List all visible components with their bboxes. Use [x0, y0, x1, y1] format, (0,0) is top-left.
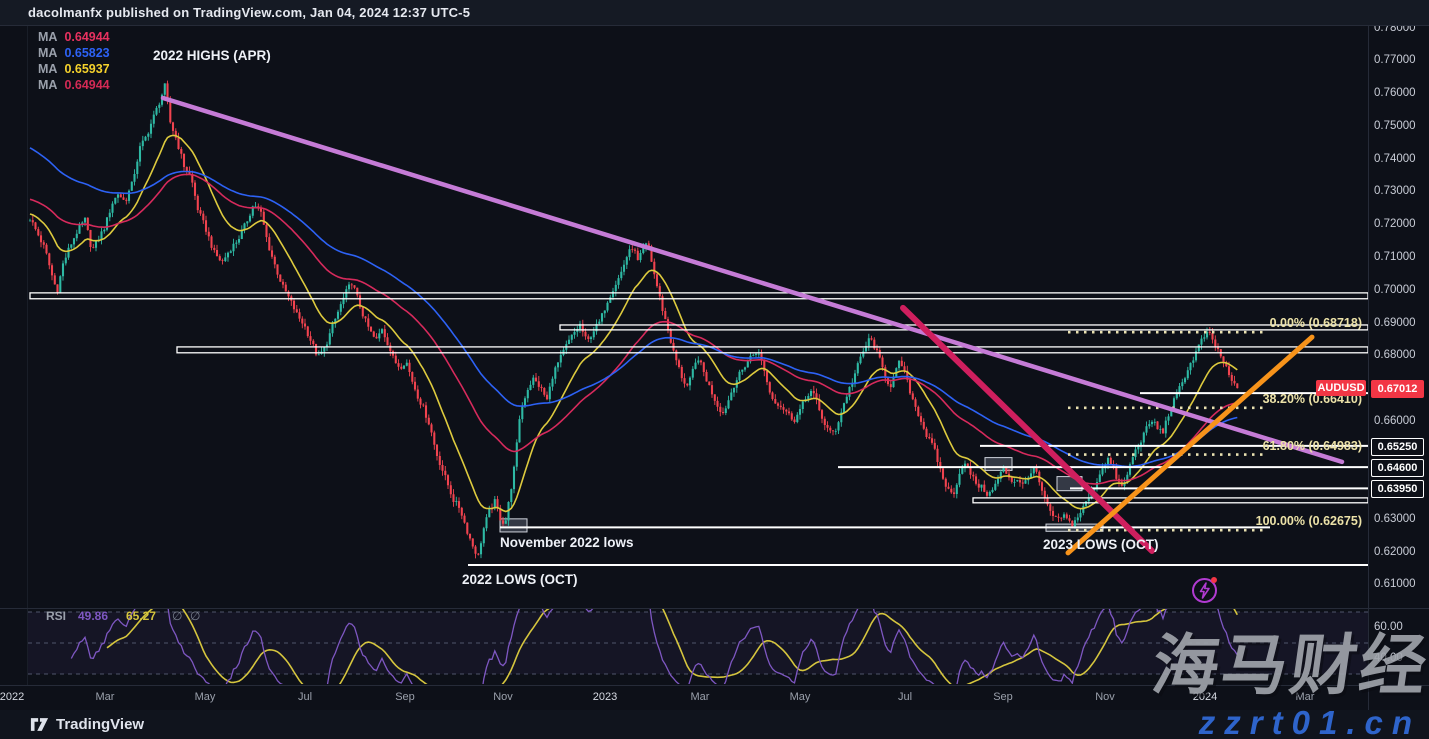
header-divider — [0, 25, 1429, 26]
rsi-scale-label: 40.00 — [1374, 652, 1403, 664]
time-axis-label: 2024 — [1192, 691, 1218, 703]
ma-legend-label: MA — [38, 46, 58, 60]
flash-button[interactable] — [1192, 577, 1217, 603]
price-axis-label: 0.68000 — [1374, 349, 1416, 361]
fib-retracement-lines — [1068, 330, 1268, 532]
time-axis-label: May — [194, 691, 216, 703]
pane-divider — [0, 608, 1429, 609]
price-axis-label: 0.66000 — [1374, 415, 1416, 427]
time-axis-label: Jul — [897, 691, 913, 703]
price-axis-label: 0.71000 — [1374, 251, 1416, 263]
time-axis-label: 2023 — [592, 691, 618, 703]
fib-level-label: 0.00% (0.68718) — [1269, 316, 1362, 330]
chart-annotation: 2022 LOWS (OCT) — [462, 572, 578, 587]
watermark-chinese: 海马财经 — [1147, 628, 1429, 702]
time-axis-label: Mar — [1295, 691, 1315, 703]
ma-legend-row: MA 0.65937 — [38, 62, 110, 76]
ma-legend-label: MA — [38, 30, 58, 44]
symbol-badge: AUDUSD — [1316, 380, 1366, 396]
price-axis-label: 0.62000 — [1374, 546, 1416, 558]
price-axis-label: 0.77000 — [1374, 54, 1416, 66]
candles-layer — [28, 80, 1239, 559]
ma-mid-crimson — [29, 173, 1238, 485]
ma-legend-label: MA — [38, 78, 58, 92]
ma-legend-value: 0.65937 — [64, 62, 110, 76]
ma-legend-label: MA — [38, 62, 58, 76]
time-axis-label: Sep — [395, 691, 415, 703]
rsi-empty-plot: ∅ — [172, 609, 183, 623]
lightning-icon — [1199, 582, 1210, 599]
price-axis-label: 0.72000 — [1374, 218, 1416, 230]
fib-level-label: 61.80% (0.64983) — [1262, 439, 1362, 453]
downtrend-from-2022-highs — [160, 95, 1345, 465]
ma-legend-value: 0.64944 — [64, 30, 110, 44]
time-axis-label: Mar — [690, 691, 710, 703]
price-axis-label: 0.73000 — [1374, 185, 1416, 197]
price-axis-label: 0.61000 — [1374, 578, 1416, 590]
ma-legend-row: MA 0.64944 — [38, 78, 110, 92]
ma-slow-blue — [29, 147, 1238, 468]
price-level-badge: 0.64600 — [1371, 459, 1424, 477]
ma-fast-yellow — [29, 134, 1238, 513]
rsi-value: 49.86 — [78, 609, 109, 623]
time-axis-label: Nov — [1095, 691, 1115, 703]
ma-legend-row: MA 0.65823 — [38, 46, 110, 60]
publish-title: dacolmanfx published on TradingView.com,… — [28, 5, 471, 20]
tradingview-logo-icon — [30, 718, 49, 731]
price-axis-label: 0.63000 — [1374, 513, 1416, 525]
footer-bar — [0, 710, 1429, 739]
steep-2023-decline — [900, 304, 1155, 554]
price-level-badge: 0.65250 — [1371, 438, 1424, 456]
price-level-badge: 0.63950 — [1371, 480, 1424, 498]
fib-level-label: 100.00% (0.62675) — [1255, 514, 1362, 528]
tradingview-logo-text: TradingView — [56, 716, 145, 733]
rsi-scale-label: 60.00 — [1374, 621, 1403, 633]
price-axis-label: 0.69000 — [1374, 317, 1416, 329]
publish-header: dacolmanfx published on TradingView.com,… — [0, 0, 1429, 25]
time-axis-label: Sep — [993, 691, 1013, 703]
time-axis-label: Mar — [95, 691, 115, 703]
watermark-domain: zzrt01.cn — [1198, 704, 1421, 739]
time-axis-label: 2022 — [0, 691, 25, 703]
price-axis-label: 0.75000 — [1374, 120, 1416, 132]
last-price-badge: 0.67012 — [1371, 380, 1424, 398]
rsi-empty-plot: ∅ — [190, 609, 201, 623]
time-axis-label: Jul — [297, 691, 313, 703]
ma-legend-value: 0.64944 — [64, 78, 110, 92]
left-margin-line — [27, 25, 28, 685]
ma-legend-value: 0.65823 — [64, 46, 110, 60]
tradingview-logo-link[interactable]: TradingView — [30, 716, 144, 733]
price-axis[interactable] — [1369, 25, 1429, 685]
chart-annotation: 2022 HIGHS (APR) — [153, 48, 271, 63]
price-axis-label: 0.70000 — [1374, 284, 1416, 296]
rsi-ma-value: 65.27 — [126, 609, 157, 623]
time-axis-label: Nov — [493, 691, 513, 703]
price-axis-label: 0.74000 — [1374, 153, 1416, 165]
order-block-boxes — [499, 457, 1104, 533]
rsi-legend-label: RSI — [46, 609, 67, 623]
support-resistance-lines — [29, 292, 1369, 567]
time-axis-label: May — [789, 691, 811, 703]
chart-annotation: November 2022 lows — [500, 535, 634, 550]
notification-dot — [1211, 577, 1217, 583]
price-axis-label: 0.76000 — [1374, 87, 1416, 99]
chart-annotation: 2023 LOWS (OCT) — [1043, 537, 1159, 552]
time-axis-divider — [0, 685, 1429, 686]
price-axis-divider — [1368, 25, 1369, 710]
ma-legend-row: MA 0.64944 — [38, 30, 110, 44]
